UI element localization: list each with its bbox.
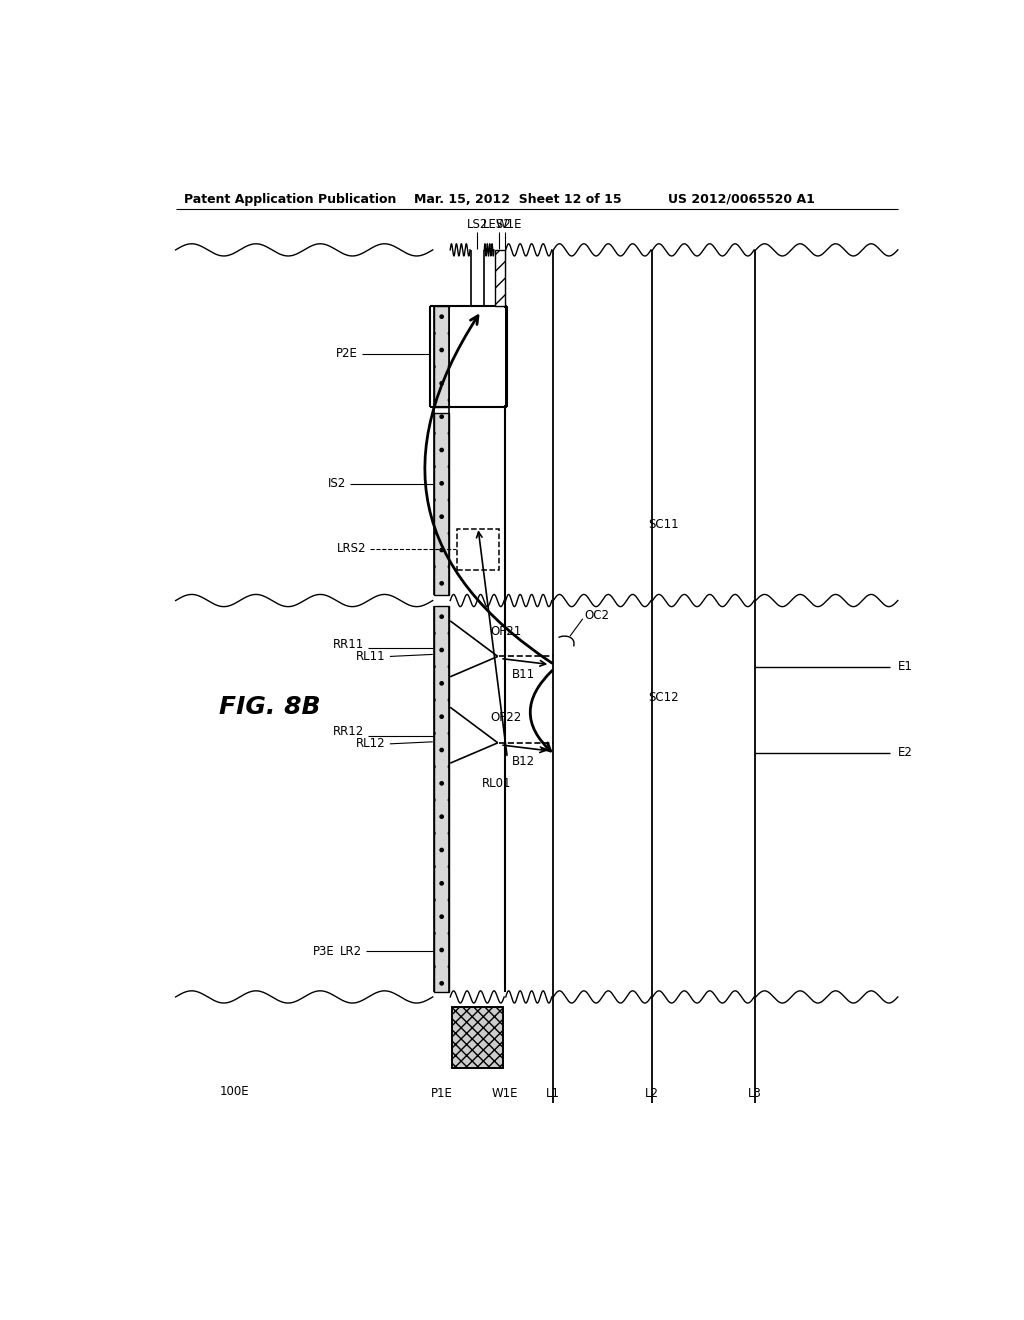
Text: RR12: RR12	[333, 725, 365, 738]
Text: SC11: SC11	[648, 517, 679, 531]
Text: US 2012/0065520 A1: US 2012/0065520 A1	[668, 193, 814, 206]
Text: OP22: OP22	[489, 711, 521, 723]
Bar	[451, 308, 505, 405]
Text: IS2: IS2	[328, 477, 346, 490]
Text: LS2: LS2	[467, 218, 487, 231]
Text: RL11: RL11	[356, 649, 386, 663]
Text: FIG. 8B: FIG. 8B	[219, 696, 321, 719]
Text: SC12: SC12	[648, 690, 679, 704]
Text: P3E: P3E	[312, 945, 334, 958]
Text: LR2: LR2	[340, 945, 362, 958]
Text: E1: E1	[898, 660, 912, 673]
Text: E2: E2	[898, 747, 912, 759]
Bar	[452, 1007, 503, 1068]
Text: L3: L3	[748, 1086, 762, 1100]
Text: P2E: P2E	[336, 347, 358, 360]
Text: W1E: W1E	[492, 1086, 518, 1100]
Bar	[452, 1007, 503, 1068]
Text: Patent Application Publication: Patent Application Publication	[183, 193, 396, 206]
Text: RR11: RR11	[333, 638, 365, 651]
Bar	[433, 606, 450, 991]
Text: LRS2: LRS2	[337, 543, 367, 556]
Text: W1E: W1E	[496, 218, 522, 231]
Text: OP21: OP21	[489, 624, 521, 638]
Text: P1E: P1E	[430, 1086, 453, 1100]
Bar	[433, 306, 450, 408]
Text: B11: B11	[512, 668, 536, 681]
Text: RL12: RL12	[356, 738, 386, 750]
Bar	[495, 249, 505, 306]
Text: B12: B12	[512, 755, 536, 768]
Text: L1: L1	[546, 1086, 559, 1100]
Text: RL01: RL01	[482, 777, 511, 789]
Text: LES2: LES2	[482, 218, 511, 231]
Bar	[458, 529, 499, 570]
Text: Mar. 15, 2012  Sheet 12 of 15: Mar. 15, 2012 Sheet 12 of 15	[414, 193, 622, 206]
Text: OC2: OC2	[585, 610, 609, 622]
Text: 100E: 100E	[219, 1085, 249, 1098]
Bar	[433, 413, 450, 595]
Text: L2: L2	[645, 1086, 658, 1100]
